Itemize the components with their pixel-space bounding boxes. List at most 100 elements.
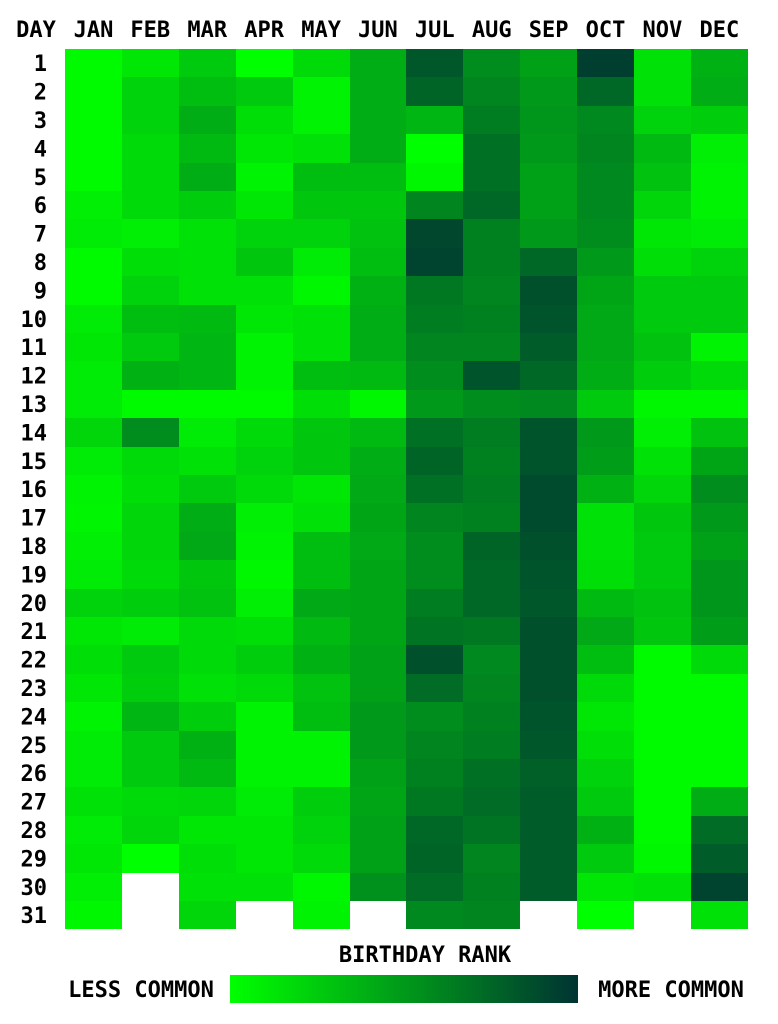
heatmap-cell-apr-20: [236, 589, 293, 617]
day-label-28: 28: [21, 819, 48, 844]
heatmap-cell-oct-23: [577, 674, 634, 702]
heatmap-cell-dec-11: [691, 333, 748, 361]
heatmap-cell-jun-14: [350, 418, 406, 447]
heatmap-cell-may-28: [293, 816, 350, 844]
heatmap-cell-may-27: [293, 787, 350, 816]
heatmap-cell-sep-23: [520, 674, 577, 702]
heatmap-cell-aug-8: [463, 248, 520, 276]
heatmap-cell-jul-22: [406, 645, 463, 674]
heatmap-cell-jun-19: [350, 560, 406, 589]
heatmap-cell-oct-7: [577, 219, 634, 248]
heatmap-cell-aug-19: [463, 560, 520, 589]
heatmap-cell-may-15: [293, 447, 350, 475]
heatmap-cell-jan-20: [65, 589, 122, 617]
heatmap-cell-feb-13: [122, 390, 179, 418]
heatmap-cell-jun-28: [350, 816, 406, 844]
heatmap-cell-apr-15: [236, 447, 293, 475]
heatmap-cell-may-13: [293, 390, 350, 418]
heatmap-cell-jun-8: [350, 248, 406, 276]
heatmap-cell-feb-24: [122, 702, 179, 731]
heatmap-cell-jun-24: [350, 702, 406, 731]
heatmap-cell-may-9: [293, 276, 350, 305]
day-label-26: 26: [21, 762, 48, 787]
heatmap-cell-feb-21: [122, 617, 179, 645]
heatmap-cell-nov-3: [634, 106, 691, 134]
month-label-sep: SEP: [529, 18, 569, 43]
heatmap-cell-apr-27: [236, 787, 293, 816]
heatmap-cell-apr-9: [236, 276, 293, 305]
heatmap-cell-mar-1: [179, 49, 236, 77]
heatmap-cell-aug-27: [463, 787, 520, 816]
heatmap-cell-jul-29: [406, 844, 463, 873]
heatmap-cell-nov-22: [634, 645, 691, 674]
heatmap-cell-sep-10: [520, 305, 577, 333]
heatmap-cell-dec-3: [691, 106, 748, 134]
month-label-jan: JAN: [74, 18, 114, 43]
heatmap-cell-nov-24: [634, 702, 691, 731]
heatmap-cell-feb-8: [122, 248, 179, 276]
heatmap-cell-nov-17: [634, 503, 691, 532]
heatmap-cell-nov-13: [634, 390, 691, 418]
heatmap-cell-jul-20: [406, 589, 463, 617]
heatmap-cell-dec-19: [691, 560, 748, 589]
heatmap-cell-jun-17: [350, 503, 406, 532]
heatmap-cell-oct-18: [577, 532, 634, 560]
heatmap-cell-nov-2: [634, 77, 691, 106]
heatmap-cell-oct-1: [577, 49, 634, 77]
heatmap-cell-jun-6: [350, 191, 406, 219]
heatmap-cell-jun-21: [350, 617, 406, 645]
heatmap-cell-nov-5: [634, 163, 691, 191]
heatmap-cell-dec-16: [691, 475, 748, 503]
heatmap-cells: [65, 49, 748, 929]
heatmap-cell-sep-2: [520, 77, 577, 106]
heatmap-cell-may-26: [293, 759, 350, 787]
heatmap-cell-jul-27: [406, 787, 463, 816]
heatmap-cell-apr-23: [236, 674, 293, 702]
heatmap-cell-mar-17: [179, 503, 236, 532]
day-label-7: 7: [34, 223, 47, 248]
heatmap-cell-mar-29: [179, 844, 236, 873]
heatmap-cell-feb-26: [122, 759, 179, 787]
heatmap-cell-sep-18: [520, 532, 577, 560]
month-label-dec: DEC: [700, 18, 740, 43]
heatmap-cell-apr-10: [236, 305, 293, 333]
heatmap-cell-nov-7: [634, 219, 691, 248]
heatmap-cell-feb-6: [122, 191, 179, 219]
heatmap-cell-jun-26: [350, 759, 406, 787]
heatmap-cell-mar-31: [179, 901, 236, 929]
day-label-3: 3: [34, 109, 47, 134]
heatmap-cell-mar-14: [179, 418, 236, 447]
heatmap-cell-mar-28: [179, 816, 236, 844]
heatmap-cell-jan-11: [65, 333, 122, 361]
heatmap-cell-jan-2: [65, 77, 122, 106]
heatmap-cell-mar-27: [179, 787, 236, 816]
heatmap-cell-apr-29: [236, 844, 293, 873]
heatmap-cell-feb-3: [122, 106, 179, 134]
heatmap-cell-jul-11: [406, 333, 463, 361]
heatmap-cell-dec-5: [691, 163, 748, 191]
heatmap-cell-apr-2: [236, 77, 293, 106]
day-label-27: 27: [21, 791, 48, 816]
heatmap-cell-nov-4: [634, 134, 691, 163]
heatmap-cell-apr-22: [236, 645, 293, 674]
heatmap-cell-jul-19: [406, 560, 463, 589]
colorbar-high-label: MORE COMMON: [598, 978, 744, 1003]
heatmap-cell-apr-28: [236, 816, 293, 844]
heatmap-cell-may-1: [293, 49, 350, 77]
month-label-may: MAY: [301, 18, 341, 43]
heatmap-cell-mar-21: [179, 617, 236, 645]
heatmap-cell-feb-18: [122, 532, 179, 560]
heatmap-cell-dec-15: [691, 447, 748, 475]
heatmap-cell-oct-27: [577, 787, 634, 816]
heatmap-cell-jul-7: [406, 219, 463, 248]
heatmap-cell-jun-27: [350, 787, 406, 816]
heatmap-cell-mar-18: [179, 532, 236, 560]
heatmap-cell-sep-7: [520, 219, 577, 248]
heatmap-cell-jul-18: [406, 532, 463, 560]
day-label-6: 6: [34, 194, 47, 219]
heatmap-cell-feb-28: [122, 816, 179, 844]
heatmap-cell-sep-11: [520, 333, 577, 361]
heatmap-cell-jan-15: [65, 447, 122, 475]
heatmap-cell-jun-22: [350, 645, 406, 674]
colorbar-low-label: LESS COMMON: [68, 978, 214, 1003]
